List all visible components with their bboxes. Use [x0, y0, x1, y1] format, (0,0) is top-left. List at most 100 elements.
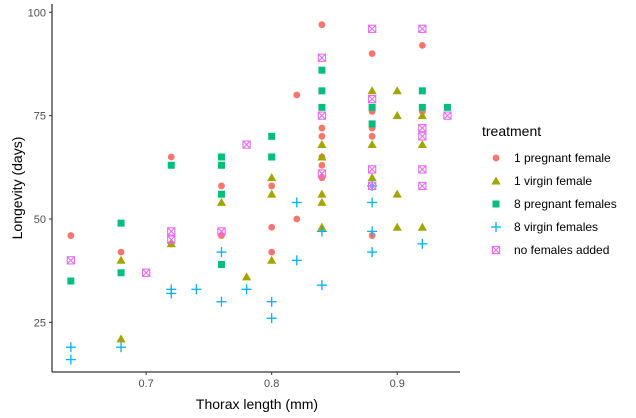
data-point — [367, 173, 377, 182]
x-tick-label: 0.7 — [139, 378, 154, 390]
data-point — [242, 140, 251, 149]
legend: treatment 1 pregnant female 1 virgin fema… — [482, 123, 617, 257]
x-axis-title: Thorax length (mm) — [196, 396, 318, 412]
data-point — [417, 222, 427, 231]
data-point — [368, 103, 376, 111]
data-point — [65, 354, 76, 365]
axes — [51, 4, 460, 373]
data-point — [267, 255, 277, 264]
data-point — [67, 232, 75, 239]
data-point — [67, 277, 75, 285]
data-point — [266, 313, 277, 324]
data-point — [367, 247, 378, 258]
data-point — [142, 268, 151, 277]
x-tick-label: 0.9 — [390, 378, 405, 390]
data-point — [318, 21, 326, 29]
data-point — [217, 227, 226, 236]
data-point — [66, 256, 75, 265]
data-point — [318, 66, 326, 74]
legend-title: treatment — [482, 123, 541, 139]
data-point — [268, 182, 276, 190]
data-point — [418, 41, 426, 49]
data-point — [166, 288, 177, 299]
legend-label: 8 virgin females — [514, 220, 598, 234]
legend-item: no females added — [491, 243, 609, 257]
data-point — [317, 111, 327, 120]
data-point — [65, 342, 76, 353]
data-point — [167, 227, 176, 236]
data-point — [216, 296, 227, 307]
legend-key — [492, 154, 500, 162]
data-point — [241, 284, 252, 295]
data-point — [417, 139, 427, 149]
data-point — [367, 181, 377, 191]
data-point — [316, 226, 327, 237]
data-point — [216, 197, 227, 206]
data-point — [116, 255, 126, 264]
data-point — [318, 103, 326, 111]
y-tick-label: 100 — [28, 7, 46, 19]
data-point — [367, 197, 378, 208]
data-point — [268, 223, 276, 231]
data-point — [392, 189, 402, 198]
data-point — [117, 248, 125, 256]
data-point — [318, 132, 326, 140]
data-point — [367, 94, 377, 104]
data-point — [417, 238, 428, 249]
data-point — [367, 24, 377, 33]
data-point — [217, 153, 225, 161]
data-point — [318, 161, 326, 169]
data-point — [318, 124, 326, 132]
data-point — [217, 260, 225, 268]
legend-key — [491, 222, 501, 232]
data-point — [268, 153, 276, 161]
data-point — [293, 215, 301, 223]
data-point — [267, 173, 277, 182]
legend-items: 1 pregnant female 1 virgin female 8 pregna… — [491, 151, 617, 257]
data-point — [368, 50, 376, 58]
data-point — [116, 334, 126, 343]
data-point — [167, 235, 176, 244]
y-tick-label: 75 — [34, 111, 46, 123]
data-point — [317, 139, 327, 149]
data-point — [367, 226, 378, 237]
x-tick-label: 0.8 — [264, 378, 279, 390]
data-point — [291, 197, 302, 208]
data-point — [392, 86, 402, 95]
data-point — [191, 284, 202, 295]
data-point — [317, 169, 327, 178]
data-point — [268, 248, 276, 256]
y-tick-label: 25 — [34, 317, 46, 329]
legend-key — [491, 176, 501, 185]
data-point — [418, 87, 426, 95]
data-point — [443, 103, 451, 111]
data-point — [418, 181, 427, 191]
legend-item: 1 pregnant female — [492, 151, 611, 165]
data-point — [117, 269, 125, 277]
data-point — [367, 139, 377, 149]
data-point — [317, 197, 327, 206]
data-point — [117, 219, 125, 227]
data-point — [418, 165, 427, 174]
data-point — [116, 342, 127, 353]
legend-item: 1 virgin female — [491, 174, 592, 188]
data-point — [291, 255, 302, 266]
data-point — [368, 120, 376, 128]
data-point — [167, 161, 175, 169]
data-point — [443, 111, 452, 120]
x-ticks: 0.7 0.8 0.9 — [139, 372, 405, 390]
legend-label: no females added — [514, 243, 609, 257]
data-point — [367, 86, 377, 95]
data-point — [392, 222, 402, 231]
data-point — [418, 123, 427, 133]
legend-item: 8 virgin females — [491, 220, 598, 234]
data-point — [318, 87, 326, 95]
data-point — [367, 165, 377, 174]
legend-key — [491, 245, 501, 255]
data-point — [217, 161, 225, 169]
data-point — [218, 182, 225, 190]
data-point — [216, 247, 227, 258]
data-point — [268, 132, 276, 140]
y-axis-title: Longevity (days) — [9, 137, 25, 240]
data-point — [317, 152, 327, 161]
